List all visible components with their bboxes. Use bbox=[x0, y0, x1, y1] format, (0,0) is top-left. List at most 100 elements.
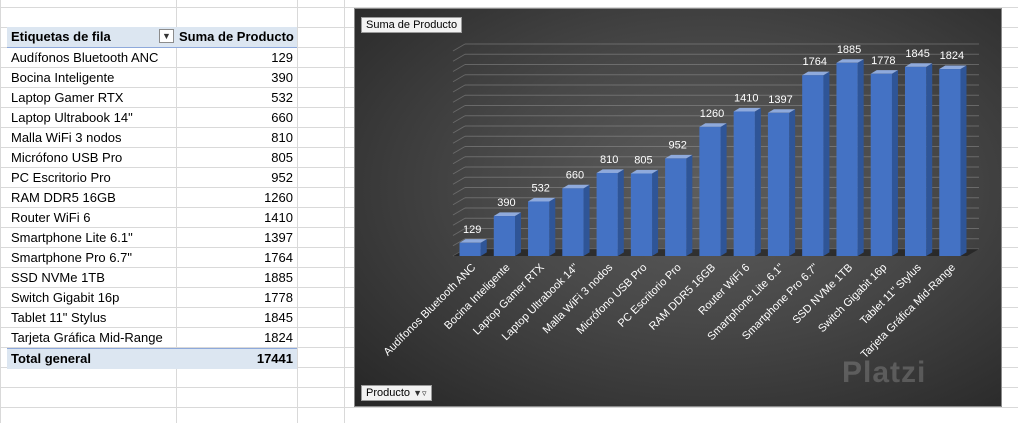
data-label: 805 bbox=[634, 154, 652, 166]
pivot-row-value[interactable]: 660 bbox=[271, 110, 293, 125]
gridline-side bbox=[452, 228, 466, 236]
bar-top bbox=[459, 239, 487, 243]
pivot-row-label[interactable]: SSD NVMe 1TB bbox=[11, 270, 105, 285]
pivot-row-label[interactable]: Tarjeta Gráfica Mid-Range bbox=[11, 330, 163, 345]
gridline-side bbox=[452, 187, 466, 195]
bar-top bbox=[904, 63, 933, 67]
bar bbox=[904, 66, 927, 256]
bar bbox=[767, 112, 790, 257]
pivot-row: SSD NVMe 1TB 1885 bbox=[7, 268, 297, 288]
bar-top bbox=[767, 109, 796, 113]
gridline-side bbox=[452, 125, 466, 134]
filter-dropdown-icon: ▼▿ bbox=[413, 388, 427, 398]
bar bbox=[733, 111, 755, 256]
bar bbox=[528, 201, 550, 256]
pivot-total-value[interactable]: 17441 bbox=[256, 351, 293, 366]
chart-value-field-button[interactable]: Suma de Producto bbox=[361, 17, 463, 33]
bar-side bbox=[720, 123, 727, 256]
pivot-row: Malla WiFi 3 nodos 810 bbox=[7, 128, 297, 148]
pivot-row: RAM DDR5 16GB 1260 bbox=[7, 188, 297, 208]
pivot-row: PC Escritorio Pro 952 bbox=[7, 168, 297, 188]
bar-top bbox=[665, 154, 693, 159]
pivot-row-label[interactable]: Tablet 11" Stylus bbox=[11, 310, 107, 325]
pivot-row: Smartphone Pro 6.7" 1764 bbox=[7, 248, 297, 268]
gridline-side bbox=[452, 146, 466, 154]
pivot-row: Tarjeta Gráfica Mid-Range 1824 bbox=[7, 328, 297, 348]
pivot-row-value[interactable]: 1778 bbox=[264, 290, 293, 305]
bar-top bbox=[836, 59, 864, 63]
pivot-table: Etiquetas de fila ▼ Suma de Producto Aud… bbox=[7, 27, 297, 369]
pivot-row-label[interactable]: Router WiFi 6 bbox=[11, 210, 91, 225]
pivot-row-label[interactable]: Micrófono USB Pro bbox=[11, 150, 123, 165]
pivot-header-row: Etiquetas de fila ▼ Suma de Producto bbox=[7, 27, 297, 48]
pivot-row-value[interactable]: 390 bbox=[271, 70, 293, 85]
bar-top bbox=[493, 212, 522, 217]
pivot-row-value[interactable]: 1260 bbox=[264, 190, 293, 205]
pivot-row-label[interactable]: RAM DDR5 16GB bbox=[11, 190, 116, 205]
bar-top bbox=[596, 169, 624, 173]
data-label: 390 bbox=[497, 197, 515, 209]
data-label: 1778 bbox=[871, 55, 895, 67]
pivot-row-value[interactable]: 1397 bbox=[264, 230, 293, 245]
pivot-row: Smartphone Lite 6.1" 1397 bbox=[7, 228, 297, 248]
bar bbox=[665, 158, 687, 256]
bar bbox=[939, 69, 961, 256]
filter-dropdown-icon[interactable]: ▼ bbox=[159, 29, 174, 43]
data-label: 1397 bbox=[768, 94, 792, 106]
bar bbox=[596, 172, 618, 256]
pivot-row: Laptop Gamer RTX 532 bbox=[7, 88, 297, 108]
x-tick-label: SSD NVMe 1TB bbox=[791, 262, 856, 327]
gridline-side bbox=[452, 53, 466, 62]
bar-top bbox=[699, 123, 727, 127]
gridline-side bbox=[452, 197, 466, 206]
watermark-logo: Platzi bbox=[842, 356, 927, 389]
pivot-header-value[interactable]: Suma de Producto bbox=[179, 29, 294, 44]
bar bbox=[493, 216, 516, 256]
pivot-row-label[interactable]: PC Escritorio Pro bbox=[11, 170, 111, 185]
bar-side bbox=[789, 109, 796, 257]
pivot-row-value[interactable]: 1845 bbox=[264, 310, 293, 325]
pivot-row-label[interactable]: Audífonos Bluetooth ANC bbox=[11, 50, 159, 65]
data-label: 532 bbox=[531, 182, 549, 194]
bar-side bbox=[926, 63, 933, 256]
bar-side bbox=[686, 154, 693, 256]
data-label: 952 bbox=[669, 139, 687, 151]
bar-side bbox=[652, 169, 659, 256]
bar-side bbox=[583, 184, 590, 256]
gridline-side bbox=[452, 207, 466, 216]
pivot-row-label[interactable]: Smartphone Lite 6.1" bbox=[11, 230, 133, 245]
pivot-row-value[interactable]: 805 bbox=[271, 150, 293, 165]
x-tick-label: Tablet 11" Stylus bbox=[858, 261, 924, 327]
pivot-row-value[interactable]: 1885 bbox=[264, 270, 293, 285]
data-label: 660 bbox=[566, 169, 584, 181]
pivot-row-label[interactable]: Laptop Ultrabook 14" bbox=[11, 110, 133, 125]
pivot-row-value[interactable]: 1410 bbox=[264, 210, 293, 225]
pivot-total-row: Total general 17441 bbox=[7, 348, 297, 369]
gridline-side bbox=[452, 94, 466, 103]
pivot-row-value[interactable]: 952 bbox=[271, 170, 293, 185]
bar bbox=[802, 75, 824, 256]
pivot-row-label[interactable]: Malla WiFi 3 nodos bbox=[11, 130, 122, 145]
pivot-header-label[interactable]: Etiquetas de fila bbox=[11, 29, 111, 44]
column-divider bbox=[176, 0, 177, 423]
gridline-side bbox=[452, 43, 466, 52]
data-label: 1845 bbox=[905, 48, 929, 60]
bar-top bbox=[528, 197, 556, 202]
pivot-row-label[interactable]: Laptop Gamer RTX bbox=[11, 90, 124, 105]
pivot-total-label[interactable]: Total general bbox=[11, 351, 91, 366]
data-label: 129 bbox=[463, 224, 481, 236]
pivot-row-value[interactable]: 129 bbox=[271, 50, 293, 65]
pivot-row-label[interactable]: Smartphone Pro 6.7" bbox=[11, 250, 132, 265]
pivot-row-value[interactable]: 1764 bbox=[264, 250, 293, 265]
gridline-side bbox=[452, 74, 466, 83]
pivot-row-label[interactable]: Bocina Inteligente bbox=[11, 70, 115, 85]
pivot-chart[interactable]: 129 Audífonos Bluetooth ANC 390 Bocina Inte… bbox=[354, 8, 1002, 407]
pivot-row-value[interactable]: 1824 bbox=[264, 330, 293, 345]
bar bbox=[630, 173, 653, 256]
column-divider bbox=[297, 0, 298, 423]
pivot-row-value[interactable]: 810 bbox=[271, 130, 293, 145]
pivot-row-value[interactable]: 532 bbox=[271, 90, 293, 105]
pivot-row-label[interactable]: Switch Gigabit 16p bbox=[11, 290, 120, 305]
chart-axis-field-button[interactable]: Producto ▼▿ bbox=[361, 385, 432, 401]
